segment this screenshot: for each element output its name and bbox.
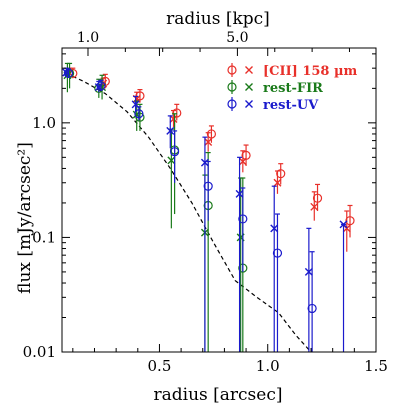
top-tick-label: 5.0 [226, 30, 248, 46]
data-point-circle [345, 216, 355, 226]
plot-area [62, 62, 355, 353]
y-tick-label: 0.01 [23, 343, 56, 361]
data-point-circle [272, 248, 283, 258]
data-point-circle [63, 68, 74, 79]
data-point-circle [276, 169, 286, 179]
y-tick-label: 0.1 [32, 228, 56, 246]
legend-cross-marker [245, 66, 253, 74]
data-point-cross [273, 178, 282, 187]
legend-label: rest-UV [263, 98, 319, 113]
plot-frame [61, 47, 377, 353]
data-point-cross [204, 138, 213, 147]
legend: [CII] 158 µm rest-FIR rest-UV [227, 63, 358, 113]
y-tick-label: 1.0 [32, 114, 56, 132]
data-point-circle [96, 81, 106, 91]
data-point-cross [310, 202, 319, 211]
legend-label: rest-FIR [263, 81, 323, 96]
data-point-cross [235, 189, 244, 198]
legend-cross-marker [245, 100, 253, 108]
y-axis-title: flux [mJy/arcsec²] [15, 142, 35, 294]
x-tick-label: 1.0 [256, 357, 280, 375]
data-point-cross [304, 267, 313, 276]
data-point-cross [339, 220, 348, 229]
x-tick-label: 0.5 [148, 357, 172, 375]
data-point-circle [203, 181, 213, 191]
data-point-cross [166, 126, 175, 135]
data-point-cross [270, 224, 279, 233]
data-point-circle [134, 109, 144, 119]
top-tick-label: 1.0 [77, 30, 99, 46]
data-point-cross [167, 156, 176, 165]
top-x-axis-title: radius [kpc] [166, 9, 270, 29]
legend-cross-marker [245, 83, 253, 91]
data-point-circle [206, 129, 217, 139]
axes: 0.5 1.0 1.5 1.0 5.0 0.01 0.1 1.0 [23, 30, 388, 375]
data-point-circle [312, 193, 323, 203]
legend-label: [CII] 158 µm [263, 64, 358, 79]
data-point-circle [238, 214, 248, 224]
data-point-circle [172, 108, 182, 118]
data-point-circle [170, 147, 180, 157]
data-point-cross [200, 158, 209, 167]
model-profile-dashed-line [66, 72, 312, 353]
data-point-circle [241, 150, 251, 160]
x-tick-label: 1.5 [364, 357, 388, 375]
data-point-circle [307, 303, 317, 314]
x-axis-title: radius [arcsec] [153, 385, 282, 405]
